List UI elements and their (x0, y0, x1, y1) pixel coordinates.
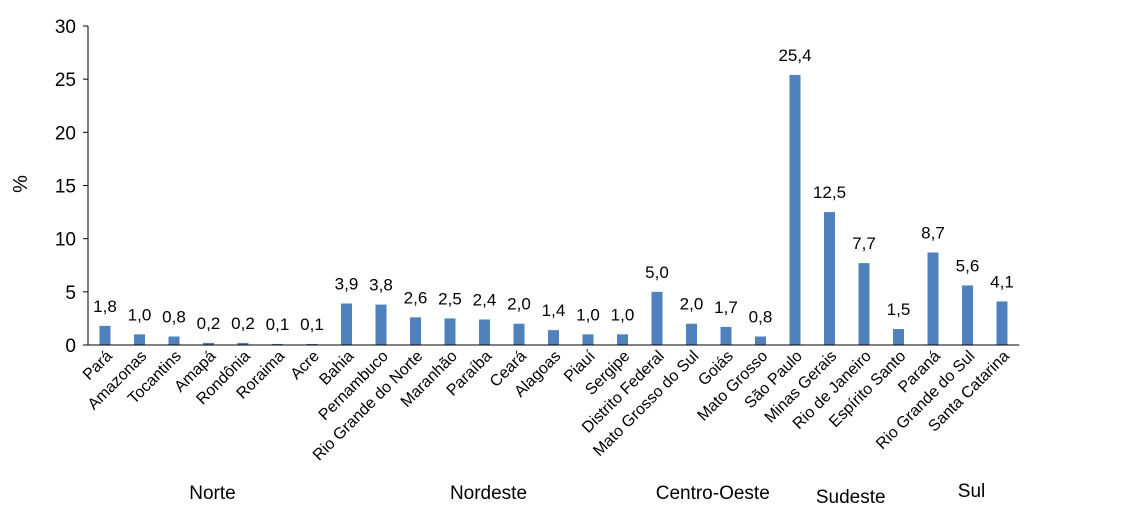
bar (168, 336, 180, 345)
bar-value-label: 7,7 (852, 234, 876, 253)
bar (789, 74, 801, 345)
bar-value-label: 1,0 (128, 305, 152, 324)
region-label: Centro-Oeste (656, 483, 770, 504)
region-label: Nordeste (450, 483, 527, 504)
bar (858, 263, 870, 345)
region-label: Sudeste (816, 487, 886, 508)
bar (617, 334, 628, 345)
y-axis-label: % (10, 175, 32, 193)
bar (513, 323, 525, 345)
bar-value-label: 2,4 (473, 290, 497, 309)
region-label: Norte (189, 483, 235, 504)
axes (87, 26, 1020, 346)
bar (306, 343, 318, 345)
bar (927, 252, 939, 345)
y-tick-label: 20 (55, 123, 76, 144)
bar (479, 319, 490, 345)
bar (272, 343, 283, 345)
bar-value-label: 1,5 (887, 300, 911, 319)
bar-value-label: 0,1 (266, 315, 290, 334)
bar-value-label: 1,8 (93, 297, 117, 316)
bar-value-label: 1,4 (542, 301, 566, 320)
bar (375, 304, 387, 345)
bar-value-label: 2,6 (404, 288, 428, 307)
bar-value-label: 0,2 (197, 314, 221, 333)
bar-value-label: 1,7 (714, 298, 738, 317)
bar-value-label: 1,0 (576, 305, 600, 324)
bar (686, 323, 697, 345)
bar (651, 291, 663, 345)
x-axis-category-labels: ParáAmazonasTocantinsAmapáRondôniaRoraim… (80, 347, 1013, 464)
bar (203, 342, 214, 345)
bar (720, 326, 732, 345)
value-labels: 1,8 1,0 0,8 0,2 0,2 0,1 0,1 3,9 3,8 2,6 2,5 2,4 2,0 1… (93, 46, 1014, 334)
bar-value-label: 0,1 (300, 315, 324, 334)
bar-value-label: 5,6 (956, 256, 980, 275)
bar (444, 318, 456, 345)
bars (99, 74, 1008, 345)
bar-value-label: 0,8 (162, 307, 186, 326)
bar-value-label: 0,8 (749, 307, 773, 326)
bar (962, 285, 973, 345)
y-tick-label: 0 (65, 336, 76, 357)
bar (548, 330, 559, 345)
bar-value-label: 3,9 (335, 275, 359, 294)
bar-value-label: 2,0 (507, 295, 531, 314)
y-tick-label: 30 (55, 17, 76, 38)
y-tick-label: 10 (55, 230, 76, 251)
bar (996, 301, 1008, 345)
bar (410, 317, 421, 345)
y-tick-label: 15 (55, 177, 76, 198)
bar (134, 334, 145, 345)
bar (893, 329, 904, 345)
bar-value-label: 3,8 (369, 276, 393, 295)
bar-value-label: 0,2 (231, 314, 255, 333)
bar (99, 325, 111, 345)
bar (824, 212, 835, 345)
bar (582, 334, 594, 345)
bar (755, 336, 766, 345)
bar (237, 342, 249, 345)
bar-value-label: 2,5 (438, 289, 462, 308)
region-label: Sul (958, 481, 985, 502)
bar-value-label: 4,1 (990, 272, 1014, 291)
bar-value-label: 25,4 (778, 46, 811, 65)
bar-value-label: 2,0 (680, 295, 704, 314)
y-axis-ticks: 0 5 10 15 20 25 30 (55, 17, 88, 357)
bar-value-label: 1,0 (611, 305, 635, 324)
bar (341, 303, 352, 345)
y-tick-label: 5 (65, 283, 76, 304)
bar-value-label: 12,5 (813, 183, 846, 202)
region-labels: Norte Nordeste Centro-Oeste Sudeste Sul (189, 481, 985, 508)
bar-value-label: 8,7 (921, 223, 945, 242)
y-tick-label: 25 (55, 70, 76, 91)
bar-value-label: 5,0 (645, 263, 669, 282)
